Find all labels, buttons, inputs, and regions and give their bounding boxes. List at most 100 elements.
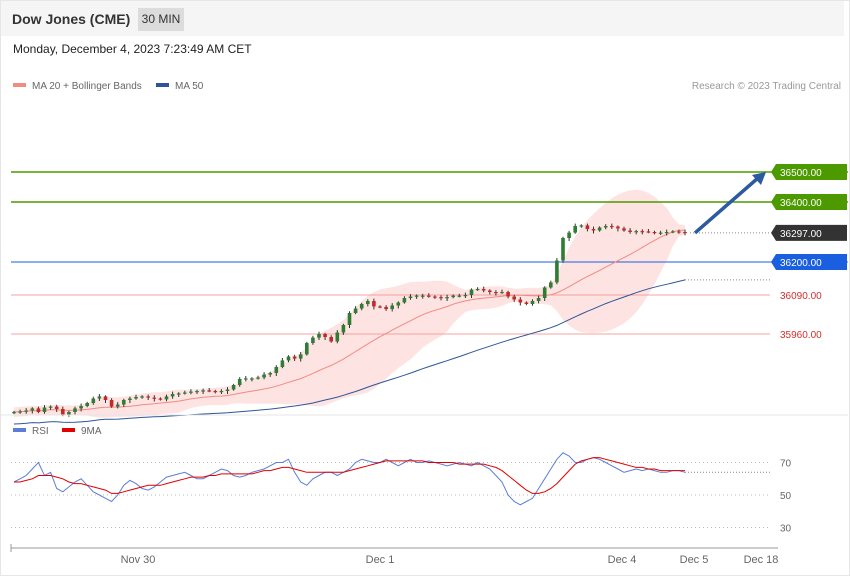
candle-body [536,298,541,301]
candle-body [311,337,315,343]
candle-body [420,295,425,297]
candle-body [457,295,462,297]
candle-body [500,292,504,294]
candle-body [396,302,401,306]
candle-body [610,226,614,228]
candle-body [48,406,53,408]
candle-body [140,396,144,398]
rsi-ma-line [14,457,685,494]
candle-body [237,379,242,385]
candle-body [530,301,535,304]
candle-body [225,389,230,391]
price-label-36090.00: 36090.00 [780,291,822,302]
candle-body [61,409,65,415]
candle-body [445,297,449,299]
candle-body [603,226,608,228]
candle-body [488,290,492,292]
candle-body [634,231,638,233]
chart-header: Dow Jones (CME) 30 MIN [1,1,844,36]
candle-body [97,396,102,399]
candle-body [170,394,175,397]
candle-body [122,400,126,405]
rsi-line [13,452,686,506]
candle-body [164,396,169,400]
price-label-36200.00: 36200.00 [780,258,822,269]
candle-body [158,398,163,400]
candle-body [414,295,419,297]
candle-body [128,398,132,400]
ma50-line [13,279,686,425]
copyright-credit: Research © 2023 Trading Central [691,81,841,92]
price-label-35960.00: 35960.00 [780,330,822,341]
ma50-label: MA 50 [175,81,204,92]
candle-body [54,406,59,409]
candle-body [469,289,474,295]
candle-body [115,404,120,407]
candle-body [561,238,565,261]
candle-body [366,301,370,304]
rsi-ma-swatch [62,428,75,433]
candle-body [597,227,602,231]
candle-body [146,396,150,398]
ma20-line [13,229,686,413]
candle-body [329,337,333,342]
x-tick-label: Dec 1 [366,554,395,566]
x-tick-label: Dec 5 [680,554,709,566]
candle-body [30,408,35,411]
candle-body [207,390,211,392]
forecast-arrow-shaft [693,176,760,235]
candle-body [573,226,577,233]
rsi-label: RSI [32,426,49,437]
candle-body [439,297,443,299]
legend-rsi: RSI [13,426,49,437]
candle-body [427,295,431,297]
forecast-arrow-head [752,172,766,185]
timeframe-button[interactable]: 30 MIN [138,8,184,31]
candle-body [664,232,669,234]
candle-body [103,396,108,400]
price-label-36400.00: 36400.00 [780,198,822,209]
rsi-tick-label: 50 [780,491,792,502]
candle-body [298,354,303,359]
candle-body [268,373,272,375]
candle-body [91,398,96,403]
candle-body [671,231,675,233]
candle-body [42,407,47,412]
price-tag-bg [771,254,847,270]
candle-body [152,397,157,399]
candle-body [567,232,571,238]
x-tick-label: Dec 4 [608,554,637,566]
rsi-swatch [13,428,26,433]
candle-body [658,232,663,234]
candle-body [219,391,224,393]
candle-body [652,232,657,234]
candle-body [463,295,468,297]
candle-body [506,292,510,297]
candle-body [433,296,437,298]
candle-body [335,332,340,342]
instrument-title: Dow Jones (CME) [12,11,131,27]
candle-body [79,406,83,409]
candle-body [518,299,523,303]
candle-body [646,231,651,233]
candle-body [12,412,16,414]
candle-body [616,226,620,229]
candle-body [451,295,455,298]
candle-body [67,412,71,415]
rsi-ma-label: 9MA [81,426,102,437]
ma20-label: MA 20 + Bollinger Bands [32,81,142,92]
price-tag-bg [771,224,847,241]
candle-body [622,228,626,231]
candle-body [244,378,248,380]
candle-body [292,356,297,359]
x-tick-label: Nov 30 [121,554,156,566]
price-tag-bg [771,164,847,180]
candle-body [372,301,376,307]
candle-body [262,374,266,378]
candle-body [512,296,516,300]
candle-body [250,378,254,380]
candle-body [36,408,41,412]
candle-body [134,397,138,399]
candle-body [378,306,382,308]
